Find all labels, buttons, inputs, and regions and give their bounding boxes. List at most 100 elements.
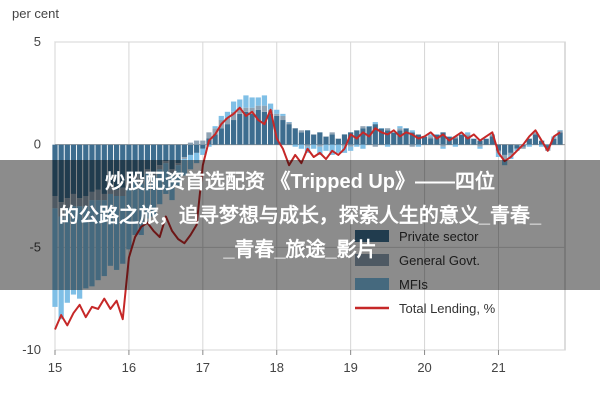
bar-general-govt xyxy=(107,185,114,194)
bar-private-sector xyxy=(150,144,157,174)
bar-mfis xyxy=(107,193,114,266)
bar-private-sector xyxy=(360,128,366,145)
bar-private-sector xyxy=(181,144,187,157)
bar-mfis xyxy=(243,95,249,108)
bar-general-govt xyxy=(286,122,292,125)
bar-general-govt xyxy=(465,134,471,137)
bar-mfis xyxy=(397,126,403,129)
bar-general-govt xyxy=(409,144,415,147)
bar-general-govt xyxy=(181,156,187,160)
bar-mfis xyxy=(348,146,354,151)
bar-general-govt xyxy=(120,187,126,196)
bar-private-sector xyxy=(200,144,206,149)
bar-private-sector xyxy=(107,144,114,186)
bar-private-sector xyxy=(532,134,539,145)
bar-general-govt xyxy=(206,132,212,139)
bar-mfis xyxy=(101,200,107,277)
bar-private-sector xyxy=(452,138,458,145)
bar-mfis xyxy=(465,132,471,135)
legend-label: Private sector xyxy=(399,229,479,244)
bar-mfis xyxy=(58,216,64,320)
bar-private-sector xyxy=(526,138,532,145)
bar-mfis xyxy=(267,103,274,110)
bar-general-govt xyxy=(372,144,378,147)
bar-general-govt xyxy=(329,132,335,135)
bar-general-govt xyxy=(224,117,231,125)
bar-mfis xyxy=(526,144,532,147)
bar-private-sector xyxy=(83,144,89,196)
bar-mfis xyxy=(440,146,446,149)
overlay-line-2: 的公路之旅，追寻梦想与成长，探索人生的意义_青春_ xyxy=(59,203,542,227)
bar-mfis xyxy=(366,126,372,127)
bar-general-govt xyxy=(341,144,348,147)
bar-general-govt xyxy=(532,132,539,135)
legend-label: Total Lending, % xyxy=(399,301,496,316)
bar-private-sector xyxy=(298,132,304,145)
bar-private-sector xyxy=(311,134,317,145)
bar-private-sector xyxy=(77,144,83,199)
bar-mfis xyxy=(354,144,360,147)
bar-mfis xyxy=(206,144,212,147)
bar-mfis xyxy=(89,200,95,287)
x-tick-label: 20 xyxy=(417,360,431,375)
bar-general-govt xyxy=(526,138,532,140)
bar-mfis xyxy=(311,144,317,149)
bar-private-sector xyxy=(187,144,194,155)
bar-mfis xyxy=(372,122,378,125)
bar-general-govt xyxy=(83,196,89,207)
bar-general-govt xyxy=(101,193,107,201)
bar-mfis xyxy=(384,144,391,147)
bar-general-govt xyxy=(311,134,317,135)
bar-general-govt xyxy=(397,128,403,131)
bar-general-govt xyxy=(77,198,83,207)
bar-mfis xyxy=(403,128,409,129)
bar-general-govt xyxy=(298,130,304,133)
bar-general-govt xyxy=(292,128,298,129)
bar-private-sector xyxy=(58,144,64,203)
bar-private-sector xyxy=(70,144,77,194)
bar-mfis xyxy=(132,179,138,236)
bar-private-sector xyxy=(52,144,58,196)
bar-general-govt xyxy=(520,146,526,149)
bar-private-sector xyxy=(175,144,181,164)
bar-general-govt xyxy=(274,113,280,116)
bar-mfis xyxy=(169,173,175,201)
bar-mfis xyxy=(280,113,286,116)
bar-mfis xyxy=(224,111,231,118)
y-tick-label: -5 xyxy=(29,239,41,254)
bar-general-govt xyxy=(52,196,58,209)
bar-general-govt xyxy=(508,152,514,155)
bar-mfis xyxy=(428,134,434,137)
bar-general-govt xyxy=(64,198,70,209)
bar-private-sector xyxy=(551,138,557,145)
bar-private-sector xyxy=(304,130,311,145)
bar-mfis xyxy=(70,206,77,295)
bar-general-govt xyxy=(557,130,563,133)
bar-mfis xyxy=(317,146,323,155)
bar-general-govt xyxy=(194,140,200,145)
bar-general-govt xyxy=(514,144,520,146)
bar-general-govt xyxy=(58,202,64,217)
bar-mfis xyxy=(298,144,304,149)
bar-mfis xyxy=(434,134,440,135)
bar-private-sector xyxy=(440,132,446,145)
x-tick-label: 21 xyxy=(491,360,505,375)
bar-general-govt xyxy=(415,134,422,135)
bar-private-sector xyxy=(483,138,489,145)
bar-mfis xyxy=(378,128,385,129)
bar-mfis xyxy=(502,159,508,166)
bar-mfis xyxy=(495,152,502,157)
bar-mfis xyxy=(187,154,194,170)
bar-private-sector xyxy=(348,132,354,145)
bar-mfis xyxy=(532,132,539,133)
bar-mfis xyxy=(545,144,551,146)
bar-general-govt xyxy=(150,173,157,176)
bar-general-govt xyxy=(249,107,255,114)
bar-general-govt xyxy=(212,128,218,135)
bar-mfis xyxy=(52,208,58,307)
bar-general-govt xyxy=(169,169,175,174)
bar-general-govt xyxy=(231,111,237,121)
bar-private-sector xyxy=(163,144,169,162)
